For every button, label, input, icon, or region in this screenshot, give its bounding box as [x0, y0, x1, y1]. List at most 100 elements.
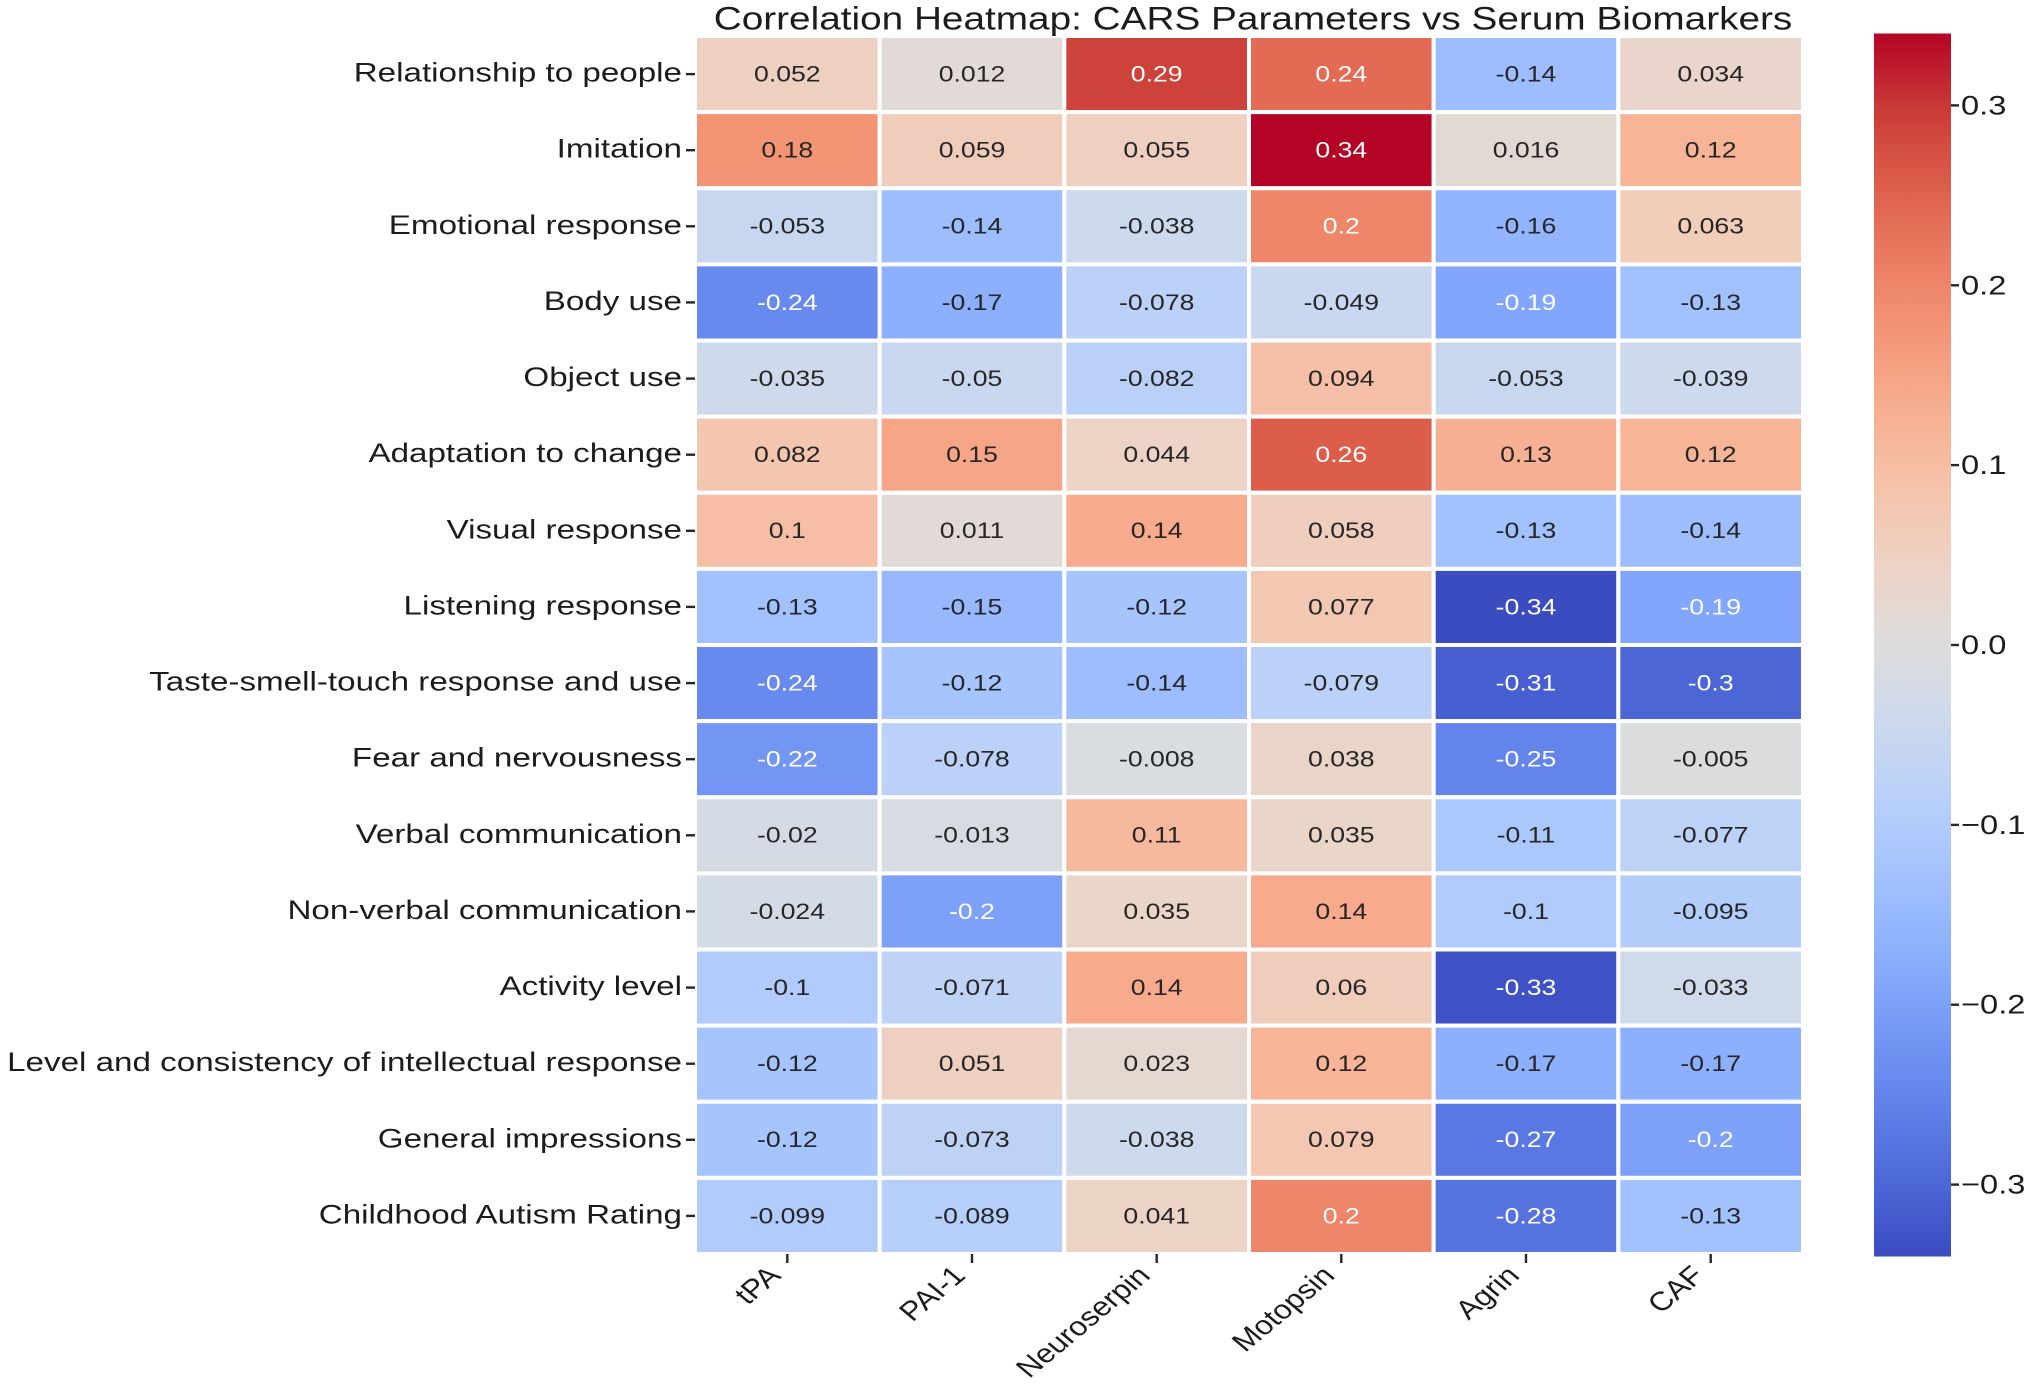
svg-text:-0.005: -0.005	[1673, 748, 1748, 772]
svg-text:-0.2: -0.2	[949, 900, 995, 924]
svg-text:-0.1: -0.1	[1503, 900, 1549, 924]
svg-text:-0.13: -0.13	[1680, 291, 1741, 315]
svg-text:-0.008: -0.008	[1119, 748, 1194, 772]
svg-text:0.2: 0.2	[1323, 1204, 1360, 1228]
svg-text:-0.12: -0.12	[942, 672, 1003, 696]
svg-text:-0.17: -0.17	[1496, 1052, 1557, 1076]
svg-text:-0.34: -0.34	[1496, 595, 1557, 619]
svg-text:-0.17: -0.17	[1680, 1052, 1741, 1076]
svg-text:-0.038: -0.038	[1119, 215, 1194, 239]
svg-text:-0.27: -0.27	[1496, 1128, 1557, 1152]
svg-text:0.035: 0.035	[1308, 824, 1375, 848]
svg-text:-0.078: -0.078	[1119, 291, 1194, 315]
svg-text:-0.099: -0.099	[750, 1204, 825, 1228]
svg-text:−0.3: −0.3	[1961, 1170, 2025, 1200]
svg-text:-0.1: -0.1	[764, 976, 810, 1000]
svg-text:-0.053: -0.053	[750, 215, 825, 239]
svg-text:-0.16: -0.16	[1496, 215, 1557, 239]
svg-text:-0.078: -0.078	[934, 748, 1009, 772]
svg-text:-0.13: -0.13	[1680, 1204, 1741, 1228]
svg-text:General impressions: General impressions	[378, 1124, 682, 1154]
svg-text:0.094: 0.094	[1308, 367, 1375, 391]
svg-text:Fear and nervousness: Fear and nervousness	[352, 743, 682, 773]
svg-text:-0.19: -0.19	[1496, 291, 1557, 315]
svg-text:0.077: 0.077	[1308, 595, 1375, 619]
svg-text:-0.077: -0.077	[1673, 824, 1748, 848]
svg-text:0.012: 0.012	[939, 63, 1006, 87]
svg-text:-0.12: -0.12	[757, 1052, 818, 1076]
svg-text:-0.024: -0.024	[750, 900, 825, 924]
svg-text:−0.2: −0.2	[1961, 990, 2025, 1020]
svg-text:0.18: 0.18	[761, 139, 813, 163]
svg-text:-0.14: -0.14	[1126, 672, 1187, 696]
svg-text:0.14: 0.14	[1131, 519, 1183, 543]
svg-text:-0.28: -0.28	[1496, 1204, 1557, 1228]
svg-text:0.06: 0.06	[1315, 976, 1367, 1000]
svg-text:Level and consistency of intel: Level and consistency of intellectual re…	[7, 1048, 682, 1078]
svg-text:0.052: 0.052	[754, 63, 821, 87]
svg-text:0.011: 0.011	[940, 519, 1005, 543]
svg-text:Taste-smell-touch response and: Taste-smell-touch response and use	[149, 667, 682, 697]
svg-text:-0.073: -0.073	[934, 1128, 1009, 1152]
svg-text:Relationship to people: Relationship to people	[354, 58, 682, 88]
svg-text:Adaptation to change: Adaptation to change	[368, 439, 682, 469]
svg-text:Imitation: Imitation	[557, 134, 682, 164]
svg-text:Verbal communication: Verbal communication	[356, 819, 682, 849]
svg-text:0.24: 0.24	[1315, 63, 1367, 87]
svg-text:-0.14: -0.14	[942, 215, 1003, 239]
svg-text:Visual response: Visual response	[447, 515, 682, 545]
svg-text:0.14: 0.14	[1131, 976, 1183, 1000]
svg-text:Non-verbal communication: Non-verbal communication	[287, 896, 682, 926]
svg-text:-0.12: -0.12	[757, 1128, 818, 1152]
svg-text:-0.033: -0.033	[1673, 976, 1748, 1000]
svg-text:0.2: 0.2	[1323, 215, 1360, 239]
svg-text:-0.13: -0.13	[757, 595, 818, 619]
svg-text:-0.079: -0.079	[1304, 672, 1379, 696]
svg-text:-0.038: -0.038	[1119, 1128, 1194, 1152]
svg-text:-0.3: -0.3	[1688, 672, 1734, 696]
svg-text:0.3: 0.3	[1961, 91, 2006, 121]
svg-text:-0.049: -0.049	[1304, 291, 1379, 315]
svg-text:-0.095: -0.095	[1673, 900, 1748, 924]
svg-text:0.12: 0.12	[1685, 443, 1737, 467]
svg-text:0.055: 0.055	[1123, 139, 1190, 163]
svg-text:-0.013: -0.013	[934, 824, 1009, 848]
svg-text:-0.02: -0.02	[757, 824, 818, 848]
svg-text:0.063: 0.063	[1677, 215, 1744, 239]
svg-text:0.11: 0.11	[1132, 824, 1182, 848]
svg-text:0.2: 0.2	[1961, 271, 2006, 301]
svg-text:-0.24: -0.24	[757, 672, 818, 696]
svg-text:0.034: 0.034	[1677, 63, 1744, 87]
svg-text:0.016: 0.016	[1493, 139, 1560, 163]
svg-text:0.059: 0.059	[939, 139, 1006, 163]
svg-text:Object use: Object use	[523, 363, 682, 393]
svg-text:0.26: 0.26	[1315, 443, 1367, 467]
svg-text:-0.13: -0.13	[1496, 519, 1557, 543]
svg-text:0.082: 0.082	[754, 443, 821, 467]
svg-text:Childhood Autism Rating: Childhood Autism Rating	[319, 1200, 682, 1230]
svg-text:0.041: 0.041	[1123, 1204, 1190, 1228]
svg-text:0.058: 0.058	[1308, 519, 1375, 543]
svg-text:-0.071: -0.071	[934, 976, 1009, 1000]
svg-text:0.1: 0.1	[1961, 451, 2006, 481]
svg-text:-0.25: -0.25	[1496, 748, 1557, 772]
svg-text:-0.2: -0.2	[1688, 1128, 1734, 1152]
svg-text:-0.19: -0.19	[1680, 595, 1741, 619]
svg-text:0.12: 0.12	[1315, 1052, 1367, 1076]
svg-text:0.044: 0.044	[1123, 443, 1190, 467]
svg-text:Body use: Body use	[544, 287, 682, 317]
svg-text:-0.053: -0.053	[1488, 367, 1563, 391]
svg-text:0.13: 0.13	[1500, 443, 1552, 467]
svg-text:-0.14: -0.14	[1496, 63, 1557, 87]
svg-text:Emotional response: Emotional response	[389, 210, 682, 240]
svg-text:-0.24: -0.24	[757, 291, 818, 315]
svg-text:0.023: 0.023	[1123, 1052, 1190, 1076]
svg-text:-0.17: -0.17	[942, 291, 1003, 315]
svg-text:Activity level: Activity level	[499, 972, 682, 1002]
svg-text:-0.039: -0.039	[1673, 367, 1748, 391]
svg-text:Correlation Heatmap: CARS Para: Correlation Heatmap: CARS Parameters vs …	[714, 1, 1793, 37]
svg-text:-0.15: -0.15	[942, 595, 1003, 619]
svg-text:-0.12: -0.12	[1126, 595, 1187, 619]
svg-text:Listening response: Listening response	[404, 591, 682, 621]
svg-text:0.29: 0.29	[1131, 63, 1183, 87]
